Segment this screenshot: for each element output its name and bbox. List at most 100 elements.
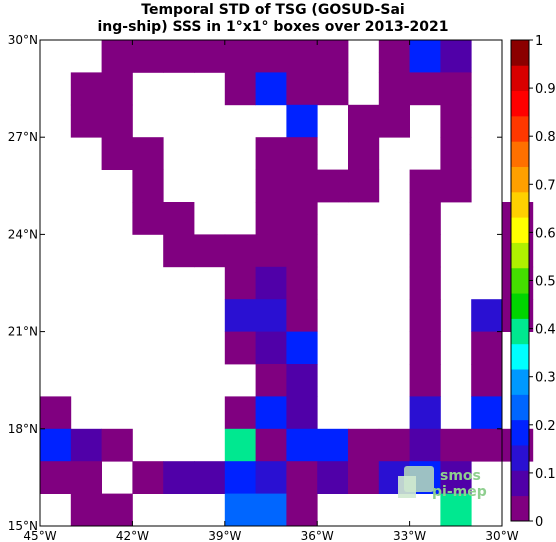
- colorbar-segment: [511, 115, 529, 142]
- heatmap-cell: [163, 234, 195, 268]
- heatmap-cell: [348, 137, 380, 170]
- x-tick-label: 42°W: [116, 529, 149, 542]
- heatmap-cell: [409, 202, 441, 235]
- heatmap-cell: [224, 461, 256, 494]
- heatmap-cell: [440, 40, 472, 73]
- colorbar-segment: [511, 470, 529, 497]
- heatmap-cell: [255, 137, 287, 170]
- heatmap-cell: [101, 72, 133, 106]
- x-tick-label: 33°W: [393, 529, 426, 542]
- heatmap-cell: [409, 364, 441, 397]
- heatmap-cell: [471, 299, 503, 332]
- colorbar-tick-label: 0.1: [535, 467, 556, 482]
- y-tick-label: 24°N: [8, 227, 38, 241]
- colorbar-segment: [511, 495, 529, 522]
- heatmap-cell: [440, 461, 472, 494]
- heatmap-cell: [286, 169, 318, 203]
- heatmap-cell: [286, 72, 318, 106]
- heatmap-cell: [101, 137, 133, 170]
- colorbar-segment: [511, 217, 529, 243]
- heatmap-cell: [132, 202, 164, 235]
- heatmap-cell: [471, 428, 503, 462]
- colorbar-tick-label: 0.6: [535, 226, 556, 241]
- heatmap-cell: [255, 299, 287, 332]
- colorbar-segment: [511, 267, 529, 294]
- heatmap-cell: [255, 428, 287, 462]
- heatmap-cell: [224, 266, 256, 300]
- heatmap-cell: [317, 169, 349, 203]
- heatmap-cell: [255, 266, 287, 300]
- heatmap-cell: [378, 72, 410, 106]
- heatmap-cell: [255, 396, 287, 430]
- heatmap-cell: [409, 331, 441, 365]
- heatmap-cell: [317, 40, 349, 73]
- heatmap-cell: [286, 493, 318, 527]
- colorbar-segment: [511, 419, 529, 446]
- heatmap-cell: [70, 493, 102, 527]
- heatmap-cell: [440, 428, 472, 462]
- y-tick-label: 15°N: [8, 519, 38, 533]
- heatmap-cell: [132, 461, 164, 494]
- heatmap-cell: [286, 137, 318, 170]
- heatmap-cell: [255, 202, 287, 235]
- colorbar-segment: [511, 65, 529, 92]
- heatmap-cell: [255, 72, 287, 106]
- heatmap-cell: [348, 169, 380, 203]
- colorbar-tick-label: 0.4: [535, 323, 556, 338]
- colorbar-segment: [511, 141, 529, 167]
- heatmap-cell: [40, 396, 72, 430]
- heatmap-cell: [163, 40, 195, 73]
- heatmap-cell: [70, 461, 102, 494]
- heatmap-cell: [378, 428, 410, 462]
- heatmap-cell: [163, 202, 195, 235]
- heatmap-cell: [101, 428, 133, 462]
- heatmap-cell: [409, 234, 441, 268]
- colorbar-tick-label: 0: [535, 515, 543, 530]
- logo-text-smos: smos: [440, 468, 481, 484]
- heatmap-cell: [286, 299, 318, 332]
- heatmap-cell: [255, 461, 287, 494]
- colorbar: 0 0.1 0.2 0.3 0.4 0.5 0.6 0.7 0.8 0.9 1: [510, 34, 556, 530]
- heatmap-cell: [471, 396, 503, 430]
- colorbar-segment: [511, 394, 529, 421]
- x-tick-label: 45°W: [23, 529, 56, 542]
- heatmap-cell: [409, 40, 441, 73]
- heatmap-cell: [255, 40, 287, 73]
- heatmap-cell: [70, 104, 102, 138]
- heatmap-cell: [348, 104, 380, 138]
- heatmap-cell: [409, 169, 441, 203]
- heatmap-cell: [132, 40, 164, 73]
- heatmap-cell: [255, 331, 287, 365]
- heatmap-cell: [409, 396, 441, 430]
- heatmap-cell: [194, 234, 226, 268]
- heatmap-cell: [224, 299, 256, 332]
- colorbar-segment: [511, 343, 529, 370]
- heatmap-cell: [101, 104, 133, 138]
- heatmap-cell: [440, 104, 472, 138]
- heatmap-cell: [378, 40, 410, 73]
- heatmap-cell: [255, 169, 287, 203]
- heatmap-cell: [440, 72, 472, 106]
- heatmap-cell: [132, 137, 164, 170]
- colorbar-segment: [511, 242, 529, 269]
- heatmap-cell: [286, 234, 318, 268]
- y-tick-label: 21°N: [8, 325, 38, 339]
- heatmap-cell: [194, 40, 226, 73]
- heatmap-cell: [440, 169, 472, 203]
- heatmap-cell: [378, 104, 410, 138]
- heatmap-cell: [286, 104, 318, 138]
- heatmap-cell: [286, 428, 318, 462]
- colorbar-segment: [511, 369, 529, 395]
- heatmap-cell: [286, 266, 318, 300]
- plot-frame: [39, 39, 503, 527]
- chart-title-line-2: ing-ship) SSS in 1°x1° boxes over 2013-2…: [97, 19, 449, 35]
- heatmap-cell: [194, 461, 226, 494]
- y-axis-ticks: 15°N 18°N 21°N 24°N 27°N 30°N: [8, 33, 502, 533]
- heatmap-cell: [286, 461, 318, 494]
- heatmap-cell: [255, 234, 287, 268]
- heatmap-cell: [70, 72, 102, 106]
- heatmap-cell: [286, 396, 318, 430]
- heatmap-cell: [224, 331, 256, 365]
- x-axis-ticks: 45°W 42°W 39°W 36°W 33°W 30°W: [23, 40, 519, 542]
